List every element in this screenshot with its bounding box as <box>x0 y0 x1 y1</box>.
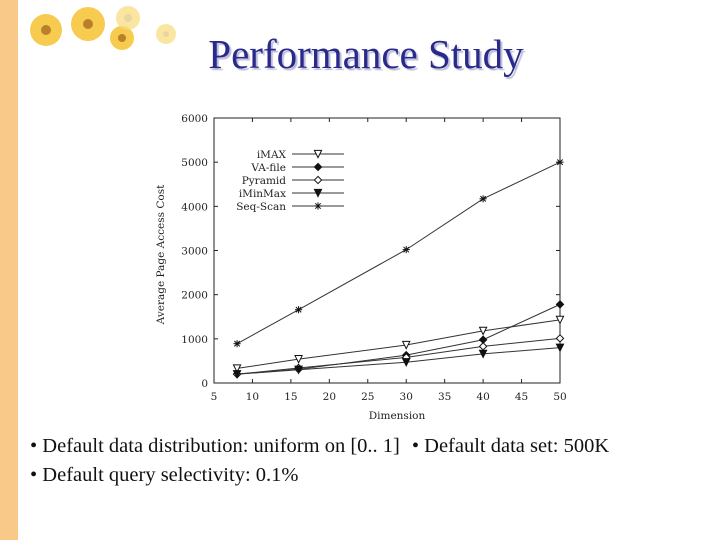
data-point-seq-scan <box>294 306 303 314</box>
bullet-row-1: • Default data distribution: uniform on … <box>30 432 710 461</box>
data-point-iminmax <box>401 358 411 367</box>
data-point-imax <box>401 340 411 350</box>
data-point-seq-scan <box>402 246 410 254</box>
x-tick-label: 5 <box>211 391 218 403</box>
y-tick-label: 2000 <box>181 290 208 302</box>
legend-marker <box>313 149 323 159</box>
data-point-va-file <box>555 300 565 309</box>
bullet-distribution: • Default data distribution: uniform on … <box>30 435 400 457</box>
x-tick-label: 35 <box>438 391 451 403</box>
y-tick-label: 3000 <box>181 246 208 258</box>
slide-title: Performance Study <box>208 31 524 77</box>
bullet-list: • Default data distribution: uniform on … <box>30 432 710 490</box>
legend-label: iMinMax <box>239 188 286 200</box>
data-point-imax <box>555 315 565 325</box>
left-accent-bar <box>0 0 18 540</box>
bullet-row-2: • Default query selectivity: 0.1% <box>30 461 710 490</box>
y-tick-label: 4000 <box>181 201 208 213</box>
bullet-dataset: • Default data set: 500K <box>411 435 610 457</box>
chart: 5 10 15 20 25 30 35 40 45 50 0 1000 2000 3000 4000 5000… <box>150 108 570 428</box>
bullet-selectivity: • Default query selectivity: 0.1% <box>30 464 299 486</box>
x-tick-label: 10 <box>246 391 259 403</box>
y-tick-label: 0 <box>201 378 208 390</box>
series-line-va-file <box>237 303 561 375</box>
line-chart: 5 10 15 20 25 30 35 40 45 50 0 1000 2000 3000 4000 5000… <box>155 113 567 422</box>
legend-label: Seq-Scan <box>236 201 286 213</box>
data-point-seq-scan <box>556 158 564 166</box>
x-tick-label: 30 <box>400 391 413 403</box>
x-tick-label: 45 <box>515 391 528 403</box>
x-axis-label: Dimension <box>369 410 426 422</box>
asterisk-stroke <box>295 306 302 313</box>
data-point-imax <box>478 326 488 336</box>
data-point-iminmax <box>232 370 242 379</box>
data-point-imax <box>294 355 303 364</box>
data-point-seq-scan <box>479 195 487 203</box>
data-point-seq-scan <box>233 340 241 348</box>
data-point-iminmax <box>555 343 565 353</box>
legend-marker <box>314 202 322 210</box>
legend-label: Pyramid <box>242 175 287 187</box>
asterisk-stroke <box>234 340 241 347</box>
data-point-pyramid <box>478 342 488 351</box>
legend-marker <box>313 175 323 185</box>
x-tick-label: 20 <box>323 391 336 403</box>
asterisk-stroke <box>556 159 564 166</box>
asterisk-stroke <box>480 195 487 202</box>
data-point-iminmax <box>294 365 303 375</box>
x-tick-label: 40 <box>476 391 489 403</box>
legend-marker <box>313 188 323 198</box>
asterisk-stroke <box>403 246 410 253</box>
data-point-imax <box>232 364 242 374</box>
y-tick-label: 6000 <box>181 113 208 125</box>
y-tick-label: 5000 <box>181 157 208 169</box>
flower-decoration-icon <box>30 6 176 50</box>
y-axis-label: Average Page Access Cost <box>155 184 167 325</box>
legend-label: VA-file <box>250 162 286 174</box>
data-point-iminmax <box>478 349 488 359</box>
y-tick-label: 1000 <box>181 334 208 346</box>
data-point-pyramid <box>555 334 565 343</box>
legend-label: iMAX <box>257 149 287 161</box>
x-tick-label: 15 <box>284 391 297 403</box>
asterisk-stroke <box>314 202 322 210</box>
x-tick-label: 50 <box>553 391 566 403</box>
legend-marker <box>313 162 323 172</box>
x-tick-label: 25 <box>361 391 374 403</box>
